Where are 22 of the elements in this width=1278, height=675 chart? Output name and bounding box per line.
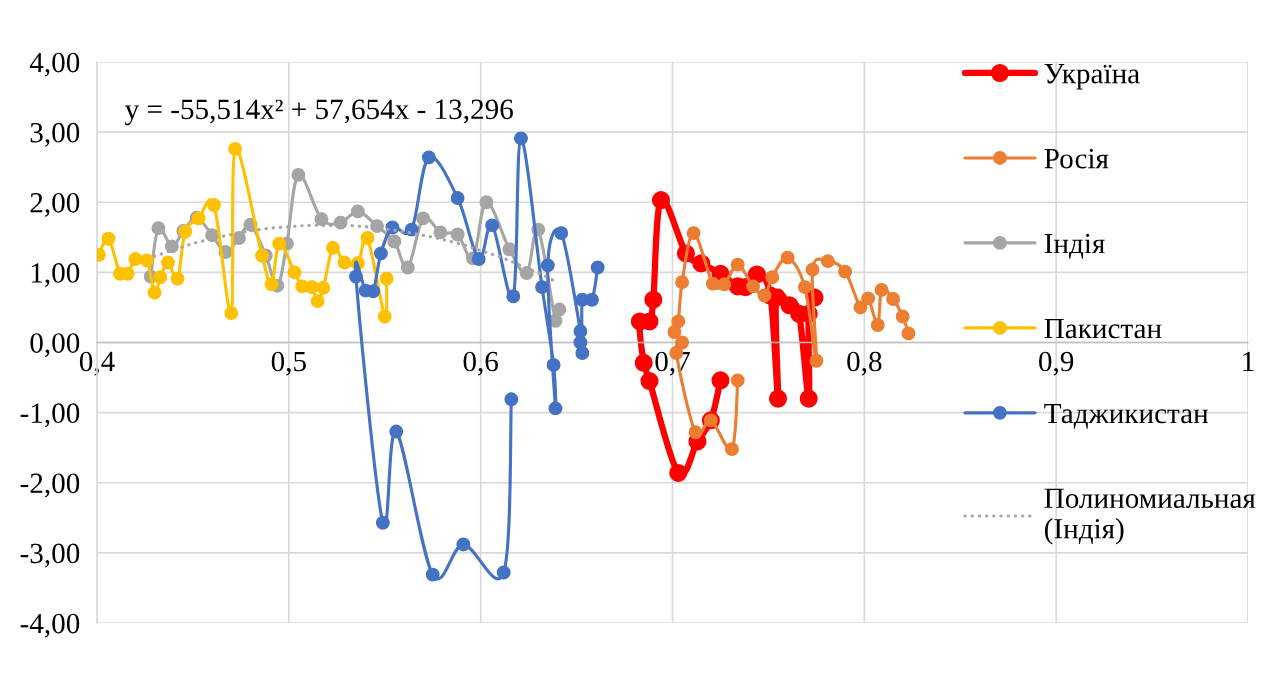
x-tick-label: 0,9	[1039, 351, 1074, 376]
y-tick-label: 0,00	[30, 333, 80, 358]
y-tick-label: -4,00	[20, 613, 80, 638]
y-tick-label: -2,00	[20, 473, 80, 498]
legend-label: Таджикистан	[1044, 403, 1209, 429]
y-tick-label: 2,00	[30, 192, 80, 217]
y-tick-label: 4,00	[29, 52, 80, 77]
x-tick-label: 0,5	[271, 351, 306, 376]
legend-label: Україна	[1044, 64, 1140, 90]
legend-label: Пакистан	[1044, 318, 1162, 339]
y-tick-label: 1,00	[31, 263, 80, 287]
legend-label: Полиномиальная (Індія)	[1044, 488, 1256, 545]
x-tick-label: 0,4	[79, 351, 115, 376]
legend-label: Росія	[1044, 148, 1109, 169]
y-tick-label: 3,00	[30, 122, 80, 147]
x-tick-label: 1	[1243, 351, 1254, 372]
annotation: y = -55,514x² + 57,654x - 13,296	[124, 99, 513, 126]
y-tick-label: -3,00	[20, 543, 80, 568]
legend-label: Індія	[1044, 233, 1105, 259]
x-tick-label: 0,6	[463, 351, 499, 376]
y-tick-label: -1,00	[20, 403, 80, 428]
x-tick-label: 0,8	[847, 351, 882, 376]
